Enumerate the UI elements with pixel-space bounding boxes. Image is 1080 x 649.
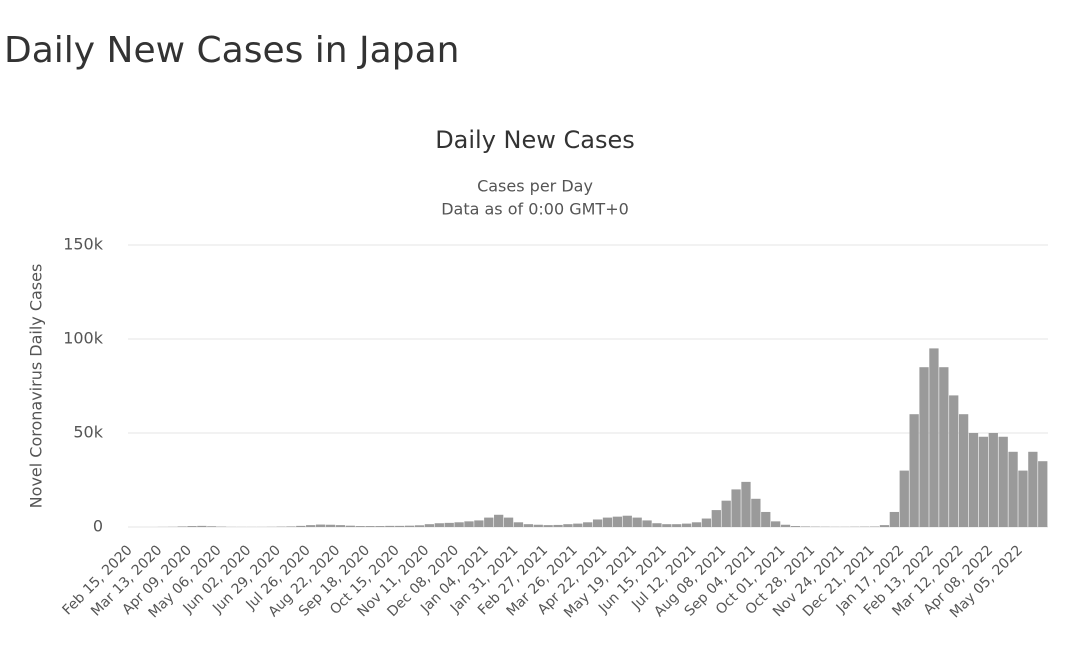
bar	[424, 524, 435, 527]
bar	[771, 521, 781, 527]
bar	[513, 522, 524, 527]
bar	[553, 524, 563, 527]
bar	[879, 525, 890, 527]
bar	[385, 525, 395, 527]
chart-subtitle: Cases per Day	[477, 177, 593, 196]
bar	[988, 433, 998, 527]
bar	[434, 523, 444, 527]
bar	[187, 526, 197, 527]
y-axis-label: Novel Coronavirus Daily Cases	[27, 264, 46, 509]
bar	[583, 522, 593, 527]
bar	[315, 524, 326, 527]
bar	[612, 516, 623, 527]
bar	[602, 517, 613, 527]
bar	[207, 526, 217, 527]
bar	[681, 523, 692, 527]
bar	[731, 489, 741, 527]
bar	[642, 520, 652, 527]
bar	[296, 525, 306, 527]
bar	[494, 514, 504, 527]
bar	[1028, 451, 1038, 527]
bar	[919, 367, 929, 527]
page-title: Daily New Cases in Japan	[4, 30, 459, 71]
bar	[711, 510, 721, 527]
y-tick-label: 50k	[73, 423, 103, 442]
bar	[365, 526, 375, 527]
bar	[484, 517, 494, 527]
bar	[355, 526, 365, 527]
bar	[563, 524, 573, 527]
bar	[474, 520, 484, 527]
bar	[909, 414, 919, 527]
bar	[939, 367, 949, 527]
y-tick-label: 0	[93, 517, 103, 536]
bar	[691, 522, 702, 527]
bar	[1008, 451, 1018, 527]
bar	[464, 521, 474, 527]
bar	[889, 511, 900, 527]
bar	[533, 524, 543, 527]
bar	[672, 524, 682, 527]
bar	[998, 436, 1008, 527]
bar	[444, 522, 454, 527]
bar	[632, 517, 642, 527]
bar	[543, 525, 553, 527]
bar	[197, 525, 207, 527]
bar	[741, 481, 751, 527]
bar	[968, 433, 979, 527]
chart-note: Data as of 0:00 GMT+0	[441, 200, 629, 219]
bar	[790, 526, 801, 527]
bar	[949, 395, 959, 527]
bar	[325, 524, 336, 527]
bar	[454, 522, 464, 527]
bar	[573, 523, 583, 527]
bar	[592, 519, 603, 527]
bar	[306, 525, 316, 527]
bar	[800, 526, 810, 527]
bar	[503, 517, 514, 527]
bar	[395, 525, 405, 527]
bar	[780, 524, 791, 527]
bar	[404, 525, 415, 527]
y-tick-label: 100k	[63, 329, 104, 348]
bar	[761, 511, 771, 527]
chart-title: Daily New Cases	[435, 126, 635, 154]
bar	[721, 500, 731, 527]
y-tick-label: 150k	[63, 235, 104, 254]
bar	[375, 526, 385, 527]
bar	[622, 515, 632, 527]
bar	[335, 525, 346, 527]
bar	[523, 524, 533, 527]
bar	[701, 518, 712, 527]
bar	[978, 436, 989, 527]
bar	[414, 525, 425, 527]
bar	[899, 470, 909, 527]
bar	[177, 526, 187, 527]
bar	[345, 525, 355, 527]
bar	[958, 414, 969, 527]
bar	[929, 348, 939, 527]
bar	[751, 498, 761, 527]
bar	[286, 526, 296, 527]
bar	[1038, 461, 1048, 527]
bar	[1018, 470, 1028, 527]
bar	[652, 523, 662, 527]
bar	[662, 524, 672, 527]
